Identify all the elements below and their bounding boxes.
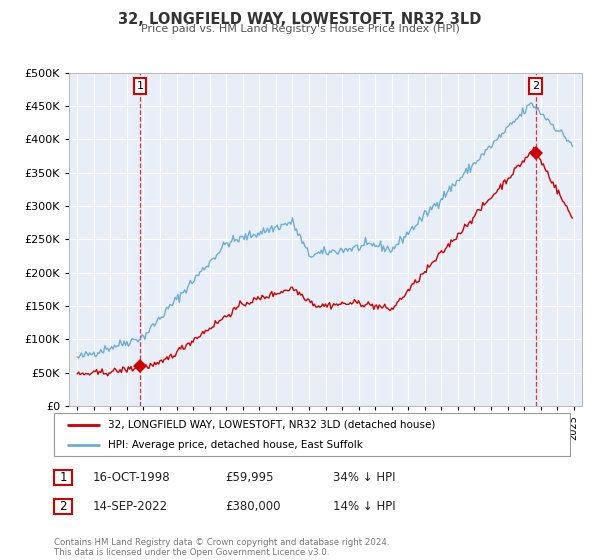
Text: HPI: Average price, detached house, East Suffolk: HPI: Average price, detached house, East… xyxy=(108,440,363,450)
Text: £380,000: £380,000 xyxy=(225,500,281,513)
Text: Contains HM Land Registry data © Crown copyright and database right 2024.
This d: Contains HM Land Registry data © Crown c… xyxy=(54,538,389,557)
Text: Price paid vs. HM Land Registry's House Price Index (HPI): Price paid vs. HM Land Registry's House … xyxy=(140,24,460,34)
Text: 16-OCT-1998: 16-OCT-1998 xyxy=(93,470,170,484)
Text: 1: 1 xyxy=(136,81,143,91)
FancyBboxPatch shape xyxy=(54,470,72,485)
Text: 2: 2 xyxy=(532,81,539,91)
Text: 32, LONGFIELD WAY, LOWESTOFT, NR32 3LD: 32, LONGFIELD WAY, LOWESTOFT, NR32 3LD xyxy=(118,12,482,27)
Text: £59,995: £59,995 xyxy=(225,470,274,484)
Text: 34% ↓ HPI: 34% ↓ HPI xyxy=(333,470,395,484)
FancyBboxPatch shape xyxy=(54,500,72,514)
Text: 1: 1 xyxy=(59,471,67,484)
FancyBboxPatch shape xyxy=(54,413,570,456)
Text: 14% ↓ HPI: 14% ↓ HPI xyxy=(333,500,395,513)
Text: 14-SEP-2022: 14-SEP-2022 xyxy=(93,500,168,513)
Text: 32, LONGFIELD WAY, LOWESTOFT, NR32 3LD (detached house): 32, LONGFIELD WAY, LOWESTOFT, NR32 3LD (… xyxy=(108,419,436,430)
Text: 2: 2 xyxy=(59,500,67,514)
